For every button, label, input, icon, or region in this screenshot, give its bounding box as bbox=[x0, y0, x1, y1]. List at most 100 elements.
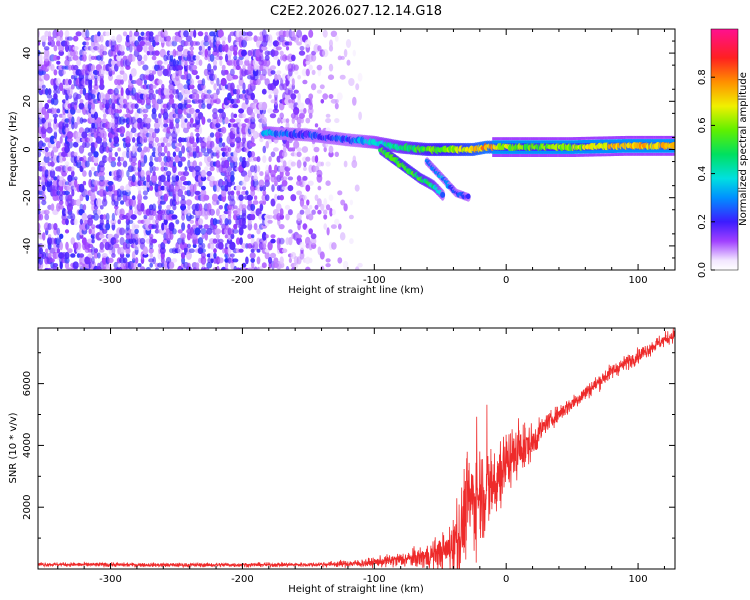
noise-cell bbox=[45, 248, 49, 253]
colorbar-tick-label: 0.4 bbox=[697, 166, 708, 182]
carrier-band-cell bbox=[558, 150, 561, 154]
noise-cell bbox=[261, 88, 267, 95]
noise-cell bbox=[287, 209, 293, 216]
noise-cell bbox=[247, 133, 253, 137]
noise-cell bbox=[207, 49, 211, 57]
noise-cell bbox=[290, 161, 296, 167]
noise-cell bbox=[209, 53, 215, 62]
noise-cell bbox=[93, 180, 99, 187]
carrier-band-cell bbox=[598, 153, 600, 157]
noise-cell bbox=[166, 55, 172, 61]
carrier-band-cell bbox=[498, 154, 501, 157]
carrier-band-cell bbox=[547, 137, 550, 141]
noise-cell bbox=[67, 248, 73, 254]
noise-cell bbox=[189, 227, 194, 236]
noise-cell bbox=[235, 118, 242, 123]
carrier-band-cell bbox=[633, 149, 635, 153]
noise-cell bbox=[262, 64, 266, 71]
carrier-band-cell bbox=[558, 140, 561, 144]
noise-cell bbox=[177, 112, 183, 119]
noise-cell bbox=[244, 160, 250, 168]
noise-cell bbox=[180, 116, 186, 126]
noise-cell bbox=[308, 213, 314, 221]
carrier-band-cell bbox=[523, 150, 526, 154]
noise-cell bbox=[172, 204, 177, 211]
noise-cell bbox=[64, 118, 70, 123]
noise-cell bbox=[181, 256, 186, 265]
noise-cell bbox=[187, 83, 191, 91]
noise-cell bbox=[220, 77, 227, 87]
noise-cell bbox=[163, 166, 168, 172]
noise-cell bbox=[139, 161, 146, 167]
carrier-band-cell bbox=[664, 152, 667, 156]
carrier-band-cell bbox=[547, 150, 550, 154]
carrier-band-cell bbox=[623, 152, 626, 156]
noise-cell bbox=[116, 161, 122, 167]
noise-cell bbox=[287, 87, 293, 96]
noise-cell bbox=[340, 55, 345, 60]
noise-cell bbox=[65, 241, 69, 250]
noise-cell bbox=[90, 166, 96, 171]
noise-cell bbox=[122, 257, 128, 264]
noise-cell bbox=[241, 102, 247, 110]
carrier-band-cell bbox=[576, 140, 578, 144]
noise-cell bbox=[215, 208, 220, 216]
noise-cell bbox=[291, 78, 295, 86]
noise-cell bbox=[157, 145, 163, 154]
noise-cell bbox=[273, 88, 279, 96]
noise-cell bbox=[38, 209, 41, 215]
carrier-band-cell bbox=[577, 153, 580, 157]
noise-cell bbox=[126, 150, 130, 159]
carrier-band-cell bbox=[637, 139, 640, 143]
noise-cell bbox=[259, 203, 264, 212]
noise-cell bbox=[264, 248, 270, 253]
noise-cell bbox=[96, 198, 102, 207]
carrier-band-cell bbox=[536, 150, 539, 154]
carrier-band-cell bbox=[590, 150, 593, 154]
carrier-band-cell bbox=[644, 152, 646, 156]
noise-cell bbox=[132, 145, 136, 154]
noise-cell bbox=[264, 78, 270, 86]
noise-cell bbox=[169, 128, 174, 133]
noise-cell bbox=[62, 156, 67, 162]
noise-cell bbox=[212, 59, 218, 66]
noise-cell bbox=[66, 137, 73, 143]
noise-cell bbox=[39, 53, 43, 63]
noise-cell bbox=[52, 263, 59, 268]
noise-cell bbox=[288, 41, 293, 46]
carrier-band-cell bbox=[527, 140, 529, 144]
carrier-band-cell bbox=[498, 150, 501, 154]
noise-cell bbox=[143, 43, 148, 53]
carrier-band-cell bbox=[523, 140, 526, 144]
carrier-band-cell bbox=[642, 135, 645, 139]
noise-cell bbox=[58, 176, 65, 181]
noise-cell bbox=[249, 252, 256, 259]
carrier-band-cell bbox=[650, 135, 653, 139]
noise-cell bbox=[235, 208, 241, 217]
noise-cell bbox=[49, 169, 56, 178]
noise-cell bbox=[233, 213, 238, 221]
carrier-band-cell bbox=[585, 153, 588, 157]
noise-cell bbox=[158, 180, 162, 186]
snr-x-tick-label: 0 bbox=[503, 574, 509, 585]
noise-cell bbox=[352, 96, 357, 106]
noise-cell bbox=[269, 113, 277, 119]
noise-cell bbox=[201, 83, 206, 90]
carrier-band-cell bbox=[584, 153, 586, 157]
noise-cell bbox=[172, 58, 177, 67]
noise-cell bbox=[296, 190, 303, 196]
noise-cell bbox=[297, 92, 301, 101]
carrier-band-cell bbox=[603, 153, 605, 157]
noise-cell bbox=[67, 166, 73, 172]
noise-cell bbox=[166, 204, 172, 210]
carrier-band-cell bbox=[501, 154, 504, 157]
noise-cell bbox=[252, 200, 259, 205]
carrier-band-cell bbox=[525, 137, 528, 141]
carrier-band-cell bbox=[669, 139, 672, 143]
carrier-band-cell bbox=[629, 152, 632, 156]
noise-cell bbox=[168, 97, 175, 105]
noise-cell bbox=[212, 224, 218, 230]
noise-cell bbox=[338, 223, 342, 230]
carrier-band-cell bbox=[626, 135, 629, 139]
noise-cell bbox=[184, 166, 188, 172]
